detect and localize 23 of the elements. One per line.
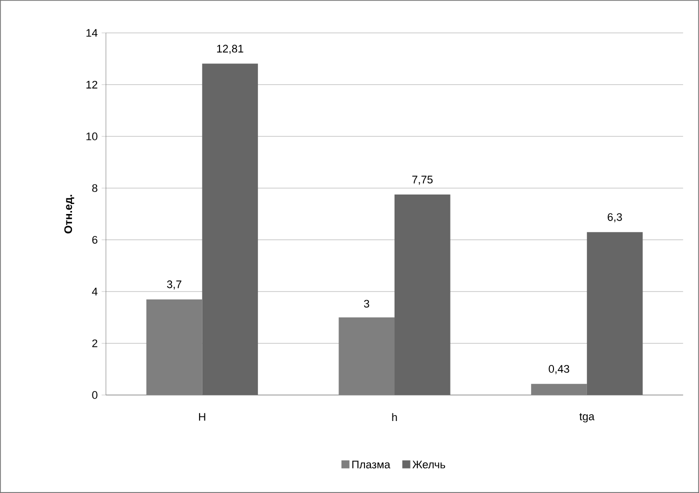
data-label: 3,7: [167, 280, 182, 290]
y-tick-label: 12: [86, 80, 98, 88]
y-tick-label: 2: [92, 340, 98, 348]
x-tick-label: tga: [579, 413, 595, 422]
y-tick-label: 10: [86, 132, 98, 140]
x-tick-label: H: [199, 413, 206, 421]
y-tick-label: 6: [92, 236, 98, 244]
bar: [531, 384, 587, 396]
legend-label: Желчь: [412, 460, 446, 468]
data-label: 0,43: [548, 365, 570, 374]
y-tick-label: 0: [92, 391, 98, 399]
y-axis-title: Отн.ед.: [64, 194, 74, 234]
bar: [338, 317, 395, 396]
data-label: 7,75: [412, 176, 433, 185]
y-tick-label: 14: [86, 29, 98, 37]
data-label: 12,81: [217, 44, 244, 54]
y-tick-label: 4: [92, 288, 98, 296]
y-tick-label: 8: [92, 184, 98, 192]
data-label: 3: [364, 300, 370, 308]
data-label: 6,3: [608, 213, 622, 222]
x-tick-label: h: [392, 413, 397, 422]
bar: [146, 299, 202, 396]
legend-label: Плазма: [352, 460, 390, 468]
